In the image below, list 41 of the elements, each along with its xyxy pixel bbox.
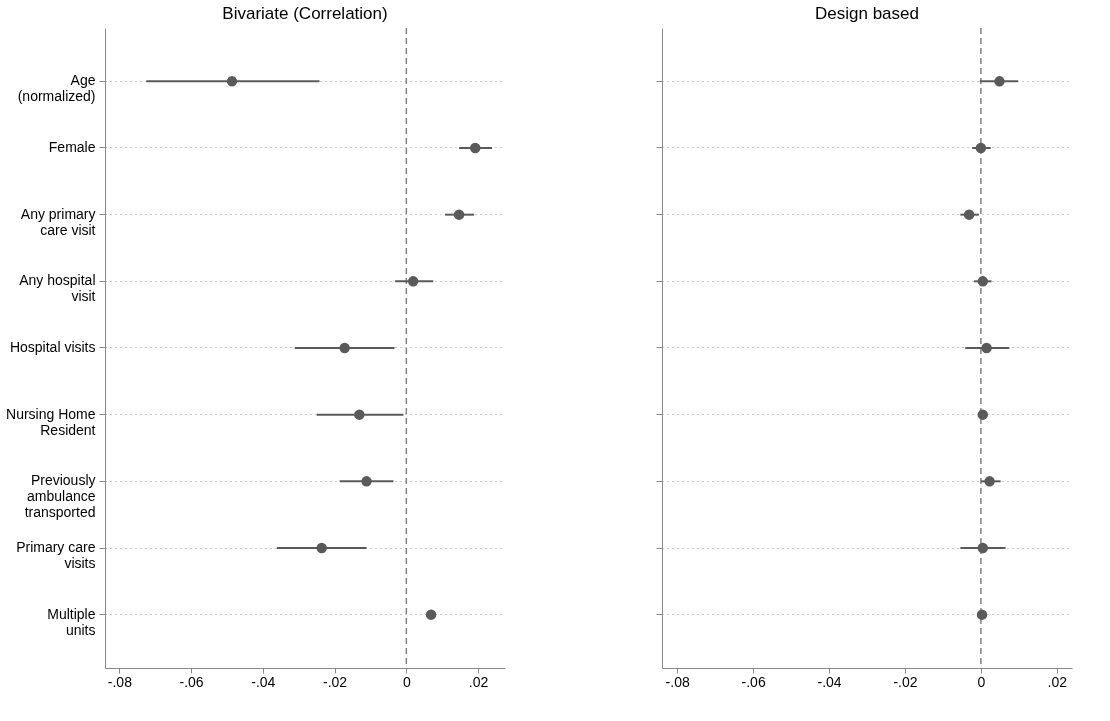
point [977, 276, 989, 287]
x-tick-label: -.06 [741, 673, 766, 690]
point [976, 609, 988, 620]
point [981, 342, 992, 354]
y-tick-label: Any hospital visit [19, 272, 96, 305]
point [977, 409, 989, 420]
point [984, 476, 995, 487]
chart-title: Design based [815, 4, 919, 24]
point [407, 276, 419, 287]
point [963, 209, 975, 220]
point [226, 76, 238, 87]
y-tick-label: Hospital visits [9, 339, 96, 355]
point [354, 409, 365, 420]
chart-title: Bivariate (Correlation) [222, 4, 388, 24]
point [339, 342, 350, 354]
x-tick-label: -.02 [893, 673, 918, 690]
x-tick-label: .02 [1047, 673, 1068, 690]
y-tick-label: Multiple units [47, 605, 96, 638]
point [977, 542, 989, 554]
x-tick-label: -.04 [817, 673, 842, 690]
x-tick-label: -.08 [665, 673, 690, 690]
x-tick-label: -.02 [323, 673, 348, 690]
y-tick-label: Age (normalized) [17, 72, 96, 105]
y-tick-label: Female [48, 139, 96, 155]
point [425, 609, 437, 620]
y-tick-label: Previously ambulance transported [24, 472, 96, 521]
x-tick-label: 0 [977, 673, 986, 690]
point [994, 76, 1005, 87]
y-tick-label: Any primary care visit [20, 205, 96, 238]
point [975, 142, 987, 154]
point [361, 476, 372, 487]
x-tick-label: -.04 [251, 673, 276, 690]
y-tick-label: Primary care visits [16, 539, 96, 571]
x-tick-label: -.06 [179, 673, 204, 690]
point [453, 209, 465, 220]
x-tick-label: .02 [468, 673, 489, 690]
x-tick-label: 0 [402, 673, 411, 690]
y-tick-label: Nursing Home Resident [6, 405, 96, 438]
point [316, 542, 327, 554]
x-tick-label: -.08 [107, 673, 133, 690]
point [469, 142, 481, 154]
